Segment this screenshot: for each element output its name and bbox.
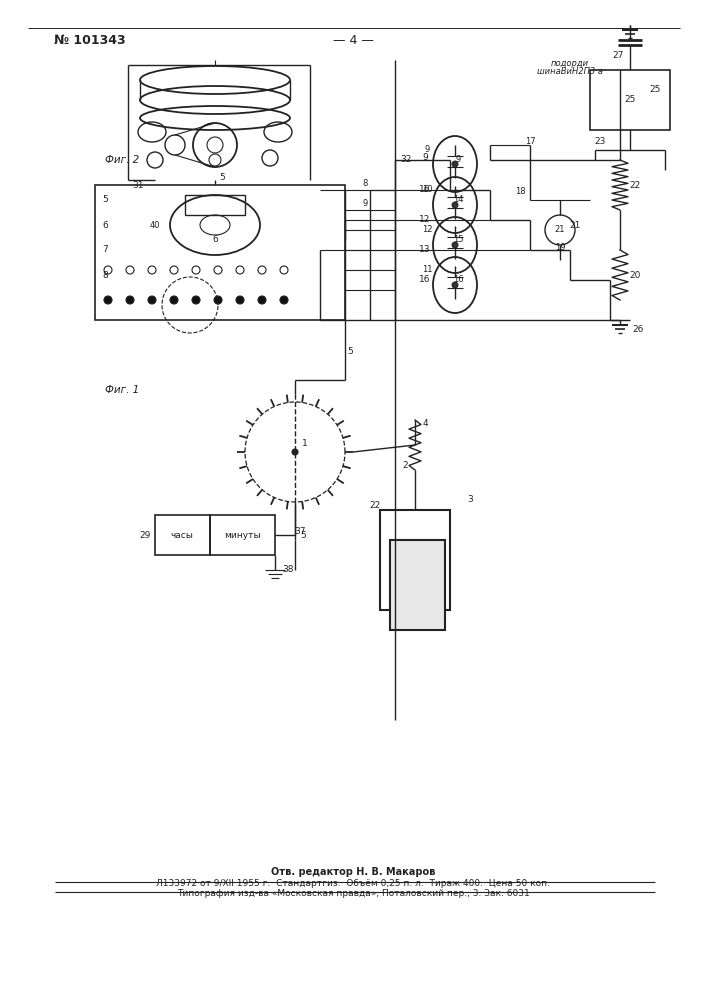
Text: часы: часы [170, 530, 194, 540]
Text: 18: 18 [515, 188, 525, 196]
Bar [590, 70, 670, 130]
Text: подорди: подорди [551, 58, 589, 68]
Circle shape [104, 296, 112, 304]
Text: 12: 12 [422, 226, 432, 234]
Text: 38: 38 [282, 564, 293, 574]
Text: Отв. редактор Н. В. Макаров: Отв. редактор Н. В. Макаров [271, 867, 436, 877]
Bar [380, 510, 450, 610]
Text: 5: 5 [102, 196, 108, 205]
Circle shape [192, 296, 200, 304]
Circle shape [452, 282, 458, 288]
Circle shape [280, 296, 288, 304]
Text: 9: 9 [455, 154, 461, 163]
Text: № 101343: № 101343 [54, 33, 126, 46]
Text: 5: 5 [347, 348, 353, 357]
Text: 25: 25 [624, 96, 636, 104]
Text: Л133972 от 9/XII 1955 г.  Стандартгиз.  Объём 0,25 п. л.  Тираж 400.  Цена 50 ко: Л133972 от 9/XII 1955 г. Стандартгиз. Об… [156, 879, 550, 888]
Text: 31: 31 [132, 180, 144, 190]
Text: 13: 13 [419, 245, 431, 254]
Text: 29: 29 [139, 530, 151, 540]
Text: Фиг. 1: Фиг. 1 [105, 385, 139, 395]
Text: 2: 2 [402, 462, 408, 471]
Text: 3: 3 [467, 495, 473, 504]
Text: 6: 6 [212, 235, 218, 244]
Text: 4: 4 [422, 418, 428, 428]
Text: — 4 —: — 4 — [332, 33, 373, 46]
Bar [390, 540, 445, 630]
Text: 19: 19 [555, 242, 566, 251]
Circle shape [214, 296, 222, 304]
Text: 8: 8 [362, 180, 368, 188]
Text: 40: 40 [150, 221, 160, 230]
Bar [210, 515, 275, 555]
Text: 6: 6 [102, 221, 108, 230]
Text: 1: 1 [302, 440, 308, 448]
Text: 21: 21 [569, 221, 580, 230]
Circle shape [452, 202, 458, 208]
Text: 9: 9 [363, 200, 368, 209]
Text: 16: 16 [419, 275, 431, 284]
Text: 8: 8 [102, 270, 108, 279]
Text: 11: 11 [422, 265, 432, 274]
Text: Типография изд-ва «Московская правда», Поталовский пер., 3. Зак. 6031: Типография изд-ва «Московская правда», П… [177, 890, 530, 898]
Text: минуты: минуты [223, 530, 260, 540]
Circle shape [236, 296, 244, 304]
Text: 5: 5 [300, 530, 306, 540]
Circle shape [258, 296, 266, 304]
Text: 9: 9 [424, 144, 430, 153]
Circle shape [148, 296, 156, 304]
Text: 22: 22 [369, 500, 380, 510]
Bar [95, 185, 345, 320]
Text: 12: 12 [419, 216, 431, 225]
Text: 14: 14 [452, 196, 463, 205]
Text: 5: 5 [219, 174, 225, 182]
Text: 10: 10 [422, 186, 432, 194]
Text: шинаВиН2П3 а: шинаВиН2П3 а [537, 66, 603, 76]
Circle shape [292, 449, 298, 455]
Bar [155, 515, 210, 555]
Text: 32: 32 [400, 155, 411, 164]
Circle shape [170, 296, 178, 304]
Text: 15: 15 [452, 235, 463, 244]
Text: 20: 20 [629, 270, 641, 279]
Text: 9: 9 [422, 152, 428, 161]
Text: 22: 22 [629, 180, 641, 190]
Circle shape [126, 296, 134, 304]
Text: 7: 7 [102, 245, 108, 254]
Text: 25: 25 [649, 86, 660, 95]
Text: 16: 16 [452, 275, 463, 284]
Text: 21: 21 [555, 226, 566, 234]
Text: 26: 26 [632, 326, 643, 334]
Bar [185, 195, 245, 215]
Text: Фиг. 2: Фиг. 2 [105, 155, 139, 165]
Text: 16: 16 [419, 186, 431, 194]
Text: 27: 27 [612, 51, 624, 60]
Circle shape [452, 242, 458, 248]
Text: 37: 37 [294, 528, 305, 536]
Text: 17: 17 [525, 137, 535, 146]
Text: 23: 23 [595, 137, 606, 146]
Circle shape [452, 161, 458, 167]
